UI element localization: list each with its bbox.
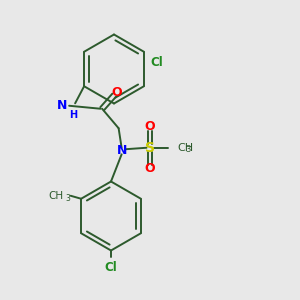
Text: Cl: Cl <box>150 56 163 69</box>
Text: O: O <box>145 120 155 133</box>
Text: H: H <box>69 110 77 120</box>
Text: O: O <box>112 86 122 99</box>
Text: O: O <box>145 162 155 175</box>
Text: S: S <box>145 141 155 155</box>
Text: N: N <box>116 144 127 157</box>
Text: N: N <box>57 99 68 112</box>
Text: 3: 3 <box>185 145 191 154</box>
Text: Cl: Cl <box>105 261 117 274</box>
Text: CH: CH <box>177 143 193 153</box>
Text: CH: CH <box>48 191 63 201</box>
Text: 3: 3 <box>65 194 70 203</box>
